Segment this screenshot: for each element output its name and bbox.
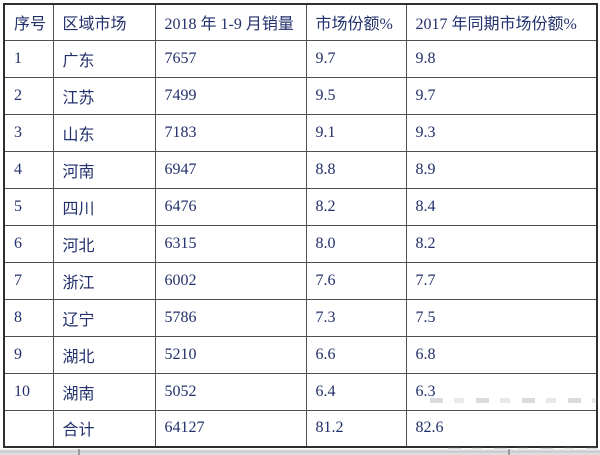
table-row: 5 四川 6476 8.2 8.4 [3,187,598,226]
cell-rank: 7 [3,261,54,300]
cell-rank: 1 [3,39,54,78]
cell-share-2017: 9.8 [405,39,598,78]
table-row: 1 广东 7657 9.7 9.8 [3,39,598,78]
cell-region: 河北 [52,224,156,263]
col-header-region: 区域市场 [52,3,156,41]
table-row: 2 江苏 7499 9.5 9.7 [3,76,598,115]
bottom-edge-strip [0,449,600,455]
cell-sales: 7657 [154,39,307,78]
col-header-rank: 序号 [3,3,54,41]
cell-share-2017: 6.3 [405,372,598,411]
cell-sales: 5786 [154,298,307,337]
table-row: 9 湖北 5210 6.6 6.8 [3,335,598,374]
cell-sales: 7183 [154,113,307,152]
cell-region: 河南 [52,150,156,189]
cell-rank: 8 [3,298,54,337]
table-row: 6 河北 6315 8.0 8.2 [3,224,598,263]
cell-sales: 5052 [154,372,307,411]
cell-rank: 4 [3,150,54,189]
cell-share-2017: 9.7 [405,76,598,115]
cell-share-2017: 8.9 [405,150,598,189]
cell-share-2017: 9.3 [405,113,598,152]
cell-region: 江苏 [52,76,156,115]
col-header-sales-2018: 2018 年 1-9 月销量 [154,3,307,41]
cell-rank: 6 [3,224,54,263]
strip-tick [508,449,510,455]
table-row: 4 河南 6947 8.8 8.9 [3,150,598,189]
cell-sales: 6315 [154,224,307,263]
cell-region: 广东 [52,39,156,78]
cell-share-2018: 8.0 [305,224,407,263]
cell-sales: 64127 [154,409,307,448]
cell-share-2017: 6.8 [405,335,598,374]
cell-share-2017: 7.7 [405,261,598,300]
cell-sales: 5210 [154,335,307,374]
cell-share-2018: 8.8 [305,150,407,189]
cell-region: 浙江 [52,261,156,300]
cell-rank: 9 [3,335,54,374]
strip-tick [78,449,80,455]
cell-region: 湖南 [52,372,156,411]
table-row: 8 辽宁 5786 7.3 7.5 [3,298,598,337]
cell-share-2017: 82.6 [405,409,598,448]
cell-share-2017: 8.4 [405,187,598,226]
table-row: 7 浙江 6002 7.6 7.7 [3,261,598,300]
cell-rank [3,409,54,448]
cell-region: 山东 [52,113,156,152]
col-header-share-2018: 市场份额% [305,3,407,41]
cell-share-2018: 81.2 [305,409,407,448]
cell-rank: 5 [3,187,54,226]
cell-region: 合计 [52,409,156,448]
total-row: 合计 64127 81.2 82.6 [3,409,598,448]
cell-share-2018: 9.7 [305,39,407,78]
cell-share-2018: 6.6 [305,335,407,374]
cell-region: 湖北 [52,335,156,374]
cell-share-2018: 7.6 [305,261,407,300]
cell-share-2018: 9.1 [305,113,407,152]
cell-share-2018: 7.3 [305,298,407,337]
cell-region: 四川 [52,187,156,226]
cell-rank: 10 [3,372,54,411]
cell-share-2018: 9.5 [305,76,407,115]
table-row: 3 山东 7183 9.1 9.3 [3,113,598,152]
cell-rank: 2 [3,76,54,115]
watermark [430,398,597,403]
cell-sales: 6476 [154,187,307,226]
header-row: 序号 区域市场 2018 年 1-9 月销量 市场份额% 2017 年同期市场份… [3,3,598,41]
table-row: 10 湖南 5052 6.4 6.3 [3,372,598,411]
cell-share-2017: 8.2 [405,224,598,263]
cell-rank: 3 [3,113,54,152]
cell-sales: 6947 [154,150,307,189]
cell-share-2017: 7.5 [405,298,598,337]
regional-sales-table: 序号 区域市场 2018 年 1-9 月销量 市场份额% 2017 年同期市场份… [3,3,598,448]
cell-share-2018: 8.2 [305,187,407,226]
cell-region: 辽宁 [52,298,156,337]
cell-sales: 6002 [154,261,307,300]
cell-share-2018: 6.4 [305,372,407,411]
cell-sales: 7499 [154,76,307,115]
col-header-share-2017: 2017 年同期市场份额% [405,3,598,41]
